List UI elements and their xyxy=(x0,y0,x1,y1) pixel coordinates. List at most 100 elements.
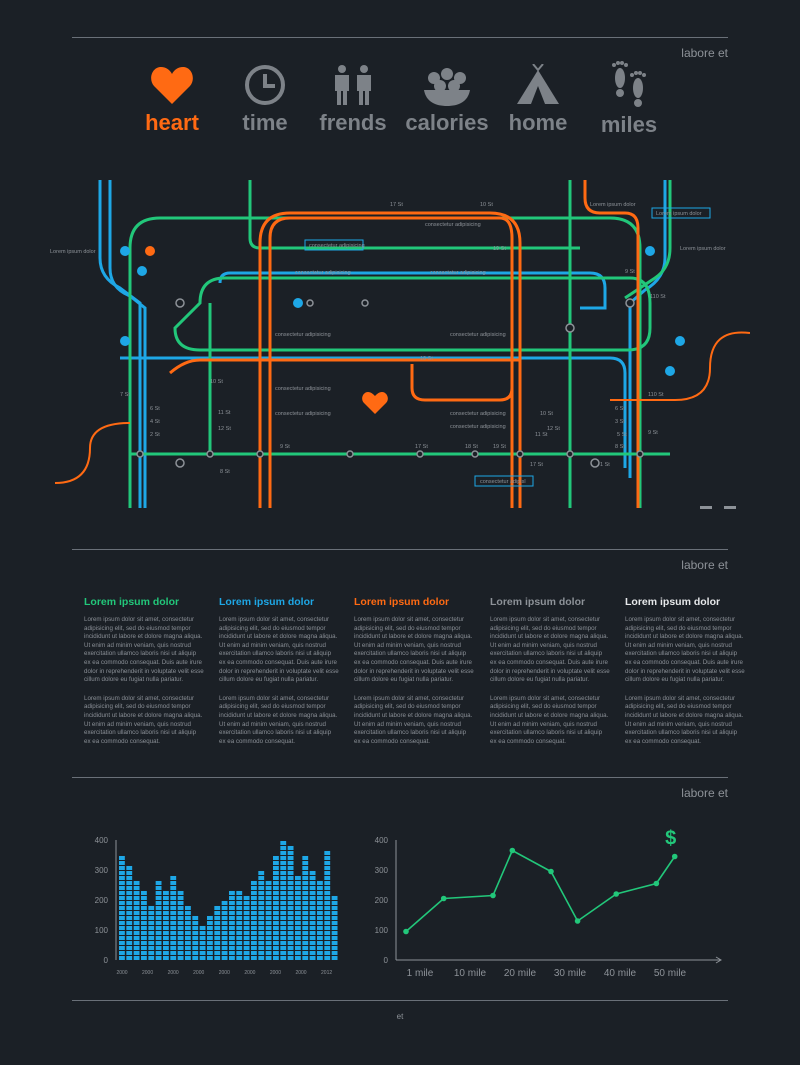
friends-icon xyxy=(335,65,371,105)
station xyxy=(625,298,635,308)
bar xyxy=(133,881,140,960)
blue-line-right xyxy=(628,180,667,478)
station xyxy=(566,450,574,458)
transit-map: Lorem ipsum dolor consectetur adipisicin… xyxy=(50,180,750,509)
bar xyxy=(214,906,221,960)
data-point xyxy=(440,895,447,902)
bar-chart: 0 100 200 300 400 2000 2000 2000 2000 2000 2000 200… xyxy=(95,836,338,976)
line-badge-d xyxy=(137,266,147,276)
icon-nav: heart time frends calories home xyxy=(100,61,730,154)
x-tick-label: 40 mile xyxy=(604,968,637,979)
y-tick-label: 0 xyxy=(384,956,389,965)
green-line-mid xyxy=(208,180,572,508)
station xyxy=(565,323,575,333)
nav-item-calories[interactable]: calories xyxy=(392,64,502,136)
map-label: 17 St xyxy=(390,202,403,208)
map-label: 4 St xyxy=(150,419,160,425)
y-tick-label: 400 xyxy=(375,836,389,845)
bar xyxy=(273,856,279,960)
map-label: 10 St xyxy=(480,202,493,208)
station xyxy=(636,450,644,458)
text-column: Lorem ipsum dolor Lorem ipsum dolor sit … xyxy=(84,596,204,756)
nav-label-home: home xyxy=(508,110,568,135)
bar xyxy=(324,851,331,960)
column-paragraph: Lorem ipsum dolor sit amet, consectetur … xyxy=(625,616,745,684)
station xyxy=(136,450,144,458)
bar xyxy=(119,856,125,960)
x-tick-label: 2000 xyxy=(270,970,281,976)
bar xyxy=(141,891,147,960)
bar xyxy=(221,901,228,960)
x-tick-label: 1 mile xyxy=(407,968,434,979)
orange-line-loop xyxy=(410,364,514,402)
map-scale-bar xyxy=(700,506,748,509)
data-point xyxy=(671,853,678,860)
bar xyxy=(317,881,323,960)
map-label: 17 St xyxy=(415,444,428,450)
x-tick-label: 50 mile xyxy=(654,968,687,979)
data-point xyxy=(613,891,620,897)
line-badge-a xyxy=(145,246,155,256)
map-label: consectetur adipisicing xyxy=(275,411,331,417)
map-label: 10 St xyxy=(210,379,223,385)
nav-item-frends[interactable]: frends xyxy=(298,64,408,136)
map-label-box xyxy=(304,239,364,251)
section3-divider xyxy=(72,777,728,778)
map-box-label: consectetur adipisicing xyxy=(309,243,365,249)
nav-label-calories: calories xyxy=(405,110,489,135)
blue-line-left xyxy=(98,180,142,508)
bar xyxy=(258,871,265,960)
map-label: 110 St xyxy=(648,392,664,398)
heart-icon xyxy=(151,67,193,104)
map-label: 18 St xyxy=(420,356,433,362)
nav-item-miles[interactable]: miles xyxy=(574,61,684,138)
series-line xyxy=(405,849,676,933)
line-badge-a xyxy=(120,246,130,256)
green-line-outer xyxy=(128,216,642,508)
map-label: 19 St xyxy=(493,246,506,252)
line-badge-5 xyxy=(120,336,130,346)
bar xyxy=(155,881,162,960)
station xyxy=(590,458,600,468)
text-column: Lorem ipsum dolor Lorem ipsum dolor sit … xyxy=(490,596,610,756)
clock-icon xyxy=(245,65,285,105)
map-label: 9 St xyxy=(280,444,290,450)
station xyxy=(471,450,479,458)
column-title: Lorem ipsum dolor xyxy=(625,596,721,608)
green-line-ring xyxy=(173,276,652,352)
map-label: 2 St xyxy=(150,432,160,438)
map-label: 6 St xyxy=(150,406,160,412)
bar xyxy=(302,856,309,960)
text-column: Lorem ipsum dolor Lorem ipsum dolor sit … xyxy=(625,596,745,756)
line-badge-a xyxy=(293,298,303,308)
bar xyxy=(236,891,243,960)
header-label: labore et xyxy=(681,46,728,60)
map-label: consectetur adipisicing xyxy=(275,386,331,392)
column-paragraph: Lorem ipsum dolor sit amet, consectetur … xyxy=(219,694,338,745)
nav-item-heart[interactable]: heart xyxy=(117,64,227,136)
map-label: consectetur adipisicing xyxy=(430,270,486,276)
x-tick-label: 2012 xyxy=(321,970,332,976)
x-tick-label: 2000 xyxy=(295,970,306,976)
line-badge-2 xyxy=(665,366,675,376)
y-tick-label: 200 xyxy=(95,896,109,905)
map-label: 8 St xyxy=(615,444,625,450)
orange-line-left xyxy=(258,211,522,508)
orange-line-mid xyxy=(169,358,520,375)
bar xyxy=(192,916,199,960)
map-label: consectetur adipisicing xyxy=(450,411,506,417)
nav-item-home[interactable]: home xyxy=(483,64,593,136)
x-tick-label: 2000 xyxy=(142,970,153,976)
nav-item-time[interactable]: time xyxy=(210,64,320,136)
column-paragraph: Lorem ipsum dolor sit amet, consectetur … xyxy=(84,694,203,745)
x-axis-arrow xyxy=(715,956,722,964)
y-tick-label: 300 xyxy=(95,866,109,875)
map-label: Lorem ipsum dolor xyxy=(680,246,726,252)
bar xyxy=(148,906,155,960)
x-tick-label: 20 mile xyxy=(504,968,537,979)
y-tick-label: 400 xyxy=(95,836,109,845)
map-box-label: consectetur adipisl xyxy=(480,479,526,485)
bar xyxy=(163,891,169,960)
column-paragraph: Lorem ipsum dolor sit amet, consectetur … xyxy=(490,694,609,745)
nav-label-time: time xyxy=(242,110,288,135)
